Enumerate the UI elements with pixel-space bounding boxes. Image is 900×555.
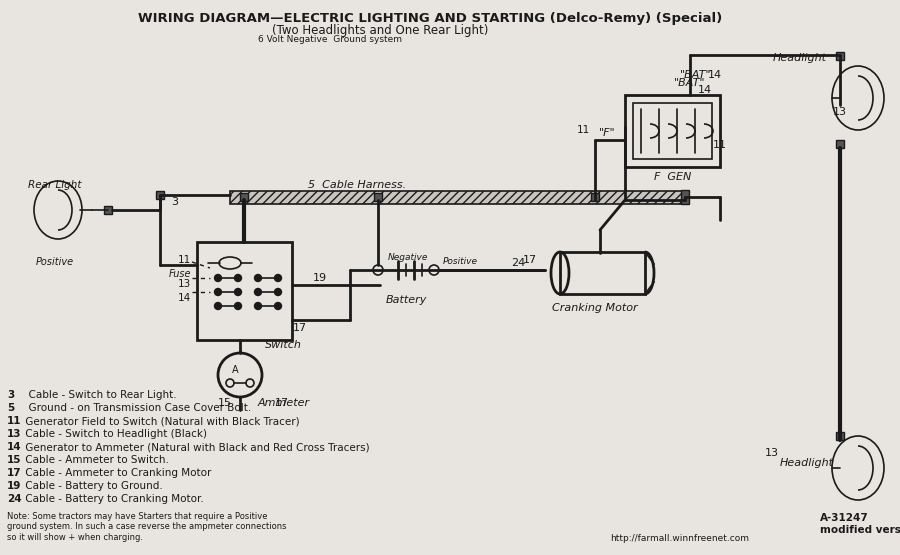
Circle shape (255, 275, 262, 281)
Text: 24: 24 (7, 494, 22, 504)
Text: Generator to Ammeter (Natural with Black and Red Cross Tracers): Generator to Ammeter (Natural with Black… (22, 442, 370, 452)
Text: Cable - Switch to Rear Light.: Cable - Switch to Rear Light. (22, 390, 176, 400)
Text: Cable - Battery to Cranking Motor.: Cable - Battery to Cranking Motor. (22, 494, 203, 504)
Bar (836, 140, 844, 148)
Text: 14: 14 (7, 442, 22, 452)
Text: 5: 5 (7, 403, 14, 413)
Bar (230, 191, 685, 204)
Text: Ground - on Transmission Case Cover Bolt.: Ground - on Transmission Case Cover Bolt… (22, 403, 251, 413)
Text: 11: 11 (576, 125, 590, 135)
Circle shape (235, 289, 241, 295)
Text: 3: 3 (7, 390, 14, 400)
Text: Cable - Ammeter to Cranking Motor: Cable - Ammeter to Cranking Motor (22, 468, 212, 478)
Text: Positive: Positive (36, 257, 74, 267)
Text: 17: 17 (7, 468, 22, 478)
Bar (591, 193, 599, 201)
Text: 13: 13 (765, 448, 779, 458)
Circle shape (255, 302, 262, 310)
Circle shape (235, 302, 241, 310)
Text: 24: 24 (511, 258, 525, 268)
Bar (633, 103, 712, 159)
Bar (836, 52, 844, 60)
Text: Fuse: Fuse (168, 269, 191, 279)
Text: Cable - Switch to Headlight (Black): Cable - Switch to Headlight (Black) (22, 429, 207, 439)
Text: 13: 13 (178, 279, 191, 289)
Text: "BAT": "BAT" (680, 70, 712, 80)
Bar (240, 193, 248, 201)
Text: Battery: Battery (385, 295, 427, 305)
Text: Positive: Positive (443, 258, 478, 266)
Circle shape (255, 289, 262, 295)
Text: A-31247
modified version 1: A-31247 modified version 1 (820, 513, 900, 535)
Text: Headlight: Headlight (780, 458, 834, 468)
Bar (836, 432, 844, 440)
Text: 17: 17 (523, 255, 537, 265)
Text: "F": "F" (598, 128, 616, 138)
Text: 3: 3 (172, 197, 178, 207)
Text: "BAT": "BAT" (674, 78, 706, 88)
Text: Note: Some tractors may have Starters that require a Positive
ground system. In : Note: Some tractors may have Starters th… (7, 512, 286, 542)
Circle shape (235, 275, 241, 281)
Text: 6 Volt Negative  Ground system: 6 Volt Negative Ground system (258, 35, 402, 44)
Text: Cable - Battery to Ground.: Cable - Battery to Ground. (22, 481, 163, 491)
Bar (681, 190, 689, 204)
Bar (156, 191, 164, 199)
Text: 14: 14 (708, 70, 722, 80)
Text: 13: 13 (7, 429, 22, 439)
Circle shape (214, 289, 221, 295)
Text: 5  Cable Harness.: 5 Cable Harness. (308, 180, 406, 190)
Text: F  GEN: F GEN (654, 172, 692, 182)
Text: http://farmall.winnfreenet.com: http://farmall.winnfreenet.com (610, 534, 749, 543)
Text: 11: 11 (713, 140, 727, 150)
Bar (625, 95, 720, 167)
Text: A: A (231, 365, 239, 375)
Text: 11: 11 (7, 416, 22, 426)
Text: Cable - Ammeter to Switch.: Cable - Ammeter to Switch. (22, 455, 169, 465)
Text: Switch: Switch (265, 340, 302, 350)
Text: Ammeter: Ammeter (258, 398, 310, 408)
Text: (Two Headlights and One Rear Light): (Two Headlights and One Rear Light) (272, 24, 488, 37)
Bar (374, 193, 382, 201)
Circle shape (214, 302, 221, 310)
Circle shape (214, 275, 221, 281)
Text: 15: 15 (7, 455, 22, 465)
Text: 14: 14 (698, 85, 712, 95)
Text: Headlight: Headlight (773, 53, 827, 63)
Text: 17: 17 (292, 323, 307, 333)
Circle shape (274, 289, 282, 295)
Text: Rear Light: Rear Light (28, 180, 82, 190)
Text: Cranking Motor: Cranking Motor (553, 303, 638, 313)
Circle shape (274, 302, 282, 310)
Text: 17: 17 (275, 398, 289, 408)
Text: Negative: Negative (388, 254, 428, 263)
Text: WIRING DIAGRAM—ELECTRIC LIGHTING AND STARTING (Delco-Remy) (Special): WIRING DIAGRAM—ELECTRIC LIGHTING AND STA… (138, 12, 722, 25)
Text: 14: 14 (178, 293, 191, 303)
Bar (197, 242, 292, 340)
Text: 19: 19 (313, 273, 327, 283)
Text: 13: 13 (833, 107, 847, 117)
Text: 11: 11 (178, 255, 191, 265)
Text: Generator Field to Switch (Natural with Black Tracer): Generator Field to Switch (Natural with … (22, 416, 300, 426)
Bar (104, 206, 112, 214)
Circle shape (274, 275, 282, 281)
Text: 19: 19 (7, 481, 22, 491)
Text: 15: 15 (218, 398, 232, 408)
Bar (560, 252, 645, 294)
